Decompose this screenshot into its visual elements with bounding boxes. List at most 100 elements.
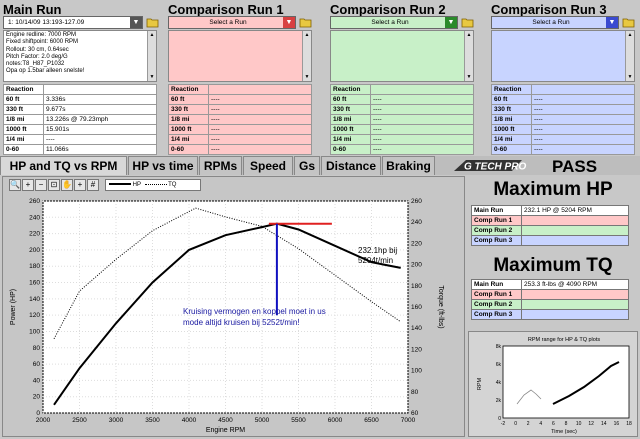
stats-label: 60 ft (3, 94, 44, 105)
mini-y-tick-label: 2k (496, 398, 502, 404)
notes-scrollbar[interactable]: ▲ ▼ (147, 31, 156, 81)
stats-value: 11.066s (43, 144, 157, 155)
stats-row: 1/4 mi ---- (330, 134, 474, 145)
note-annotation: Kruising vermogen en koppel moet in us (183, 307, 326, 316)
grid-icon[interactable]: # (87, 179, 99, 191)
hp-tq-chart-panel: 🔍 + − ⊡ ✋ + # HP TQ 2000 2500 3000 3500 4000 4500 50… (2, 176, 465, 437)
stats-value (208, 84, 312, 95)
chevron-down-icon[interactable]: ▼ (606, 17, 618, 28)
stats-row: 330 ft 9.677s (3, 104, 157, 115)
zoom-fit-icon[interactable]: ⊡ (48, 179, 60, 191)
tab-braking[interactable]: Braking (382, 156, 435, 175)
chevron-down-icon[interactable]: ▼ (445, 17, 457, 28)
result-row: Main Run 232.1 HP @ 5204 RPM (471, 205, 629, 216)
comparison-run-1-select[interactable]: Select a Run ▼ (168, 16, 296, 29)
hp-tq-chart[interactable]: 2000 2500 3000 3500 4000 4500 5000 5500 6000 6500… (3, 193, 464, 437)
result-value (521, 235, 629, 246)
x-tick-label: 5500 (291, 417, 306, 424)
tab-speed[interactable]: Speed (243, 156, 293, 175)
open-folder-icon[interactable] (461, 16, 475, 29)
mini-x-tick-label: -2 (501, 421, 506, 427)
y2-tick-label: 240 (411, 219, 422, 226)
x-tick-label: 4000 (182, 417, 197, 424)
stats-value: ---- (208, 144, 312, 155)
comparison-run-1-notes[interactable]: ▲ ▼ (168, 30, 312, 82)
tab-distance[interactable]: Distance (321, 156, 381, 175)
stats-row: 1/8 mi 13.226s @ 79.23mph (3, 114, 157, 125)
results-panel: Maximum HP Main Run 232.1 HP @ 5204 RPM Co… (468, 176, 640, 439)
tab-hp-and-tq-vs-rpm[interactable]: HP and TQ vs RPM (0, 156, 127, 175)
open-folder-icon[interactable] (299, 16, 313, 29)
stats-value: ---- (370, 124, 474, 135)
main-run-notes[interactable]: ▲ ▼ Engine redline: 7000 RPM Fixed shiftpo… (3, 30, 157, 82)
stats-row: 1/4 mi ---- (491, 134, 635, 145)
legend-tq-label: TQ (168, 182, 177, 188)
y-tick-label: 180 (29, 263, 40, 270)
comparison-run-3-notes[interactable]: ▲ ▼ (491, 30, 635, 82)
mini-selected-range (552, 361, 620, 405)
y-tick-label: 20 (33, 394, 41, 401)
stats-value: ---- (208, 94, 312, 105)
comparison-run-2-notes[interactable]: ▲ ▼ (330, 30, 474, 82)
stats-label: 60 ft (168, 94, 209, 105)
peak-annotation: 232.1hp bij (358, 246, 397, 255)
stats-value: ---- (208, 114, 312, 125)
zoom-icon[interactable]: 🔍 (9, 179, 21, 191)
chart-toolbar: 🔍 + − ⊡ ✋ + # HP TQ (9, 179, 201, 192)
rpm-range-chart[interactable]: RPM range for HP & TQ plots-2 0 2 4 6 8 10 12 14… (469, 332, 637, 436)
main-run-select[interactable]: 1: 10/14/09 13:193-127.09 ▼ (3, 16, 143, 29)
zoom-in-icon[interactable]: + (22, 179, 34, 191)
mini-x-tick-label: 12 (588, 421, 594, 427)
tab-hp-vs-time[interactable]: HP vs time (128, 156, 198, 175)
y2-tick-label: 200 (411, 262, 422, 269)
chevron-down-icon[interactable]: ▼ (283, 17, 295, 28)
stats-label: 1/4 mi (491, 134, 532, 145)
stats-value: ---- (531, 134, 635, 145)
notes-scrollbar[interactable]: ▲ ▼ (464, 31, 473, 81)
notes-scrollbar[interactable]: ▲ ▼ (302, 31, 311, 81)
mini-plot-area (502, 345, 630, 419)
comparison-run-select-value: Select a Run (532, 19, 570, 26)
result-row: Comp Run 1 (471, 215, 629, 226)
tab-gs[interactable]: Gs (294, 156, 320, 175)
stats-value: 13.226s @ 79.23mph (43, 114, 157, 125)
chevron-down-icon[interactable]: ▼ (130, 17, 142, 28)
comparison-run-1-panel: Comparison Run 1 Select a Run ▼ ▲ ▼ Reaction 6… (165, 0, 325, 156)
y-axis-label: Power (HP) (10, 289, 17, 325)
y2-tick-label: 160 (411, 304, 422, 311)
mini-x-tick-label: 10 (576, 421, 582, 427)
result-label: Comp Run 1 (471, 215, 522, 226)
x-tick-label: 3500 (145, 417, 160, 424)
stats-value: ---- (208, 124, 312, 135)
cursor-icon[interactable]: + (74, 179, 86, 191)
comparison-run-3-panel: Comparison Run 3 Select a Run ▼ ▲ ▼ Reaction 6… (488, 0, 640, 156)
open-folder-icon[interactable] (146, 16, 160, 29)
x-tick-label: 7000 (401, 417, 416, 424)
stats-value: ---- (531, 124, 635, 135)
stats-row: 60 ft ---- (330, 94, 474, 105)
notes-scrollbar[interactable]: ▲ ▼ (625, 31, 634, 81)
result-value (521, 215, 629, 226)
zoom-out-icon[interactable]: − (35, 179, 47, 191)
result-label: Main Run (471, 279, 522, 290)
tab-rpms[interactable]: RPMs (199, 156, 242, 175)
mini-y-tick-label: 8k (496, 344, 502, 350)
comparison-run-2-select[interactable]: Select a Run ▼ (330, 16, 458, 29)
y-tick-label: 60 (33, 361, 41, 368)
y-tick-label: 100 (29, 328, 40, 335)
open-folder-icon[interactable] (622, 16, 636, 29)
stats-label: 60 ft (330, 94, 371, 105)
result-row: Comp Run 3 (471, 309, 629, 320)
y2-tick-label: 180 (411, 283, 422, 290)
legend-tq-line (144, 183, 167, 185)
stats-row: 1000 ft 15.901s (3, 124, 157, 135)
stats-row: 1/8 mi ---- (168, 114, 312, 125)
y-tick-label: 200 (29, 247, 40, 254)
comparison-run-1-stats-table: Reaction 60 ft ---- 330 ft ---- 1/8 mi ---- 100… (168, 84, 312, 155)
pan-hand-icon[interactable]: ✋ (61, 179, 73, 191)
y-tick-label: 240 (29, 214, 40, 221)
x-tick-label: 6500 (364, 417, 379, 424)
comparison-run-3-select[interactable]: Select a Run ▼ (491, 16, 619, 29)
stats-label: 1000 ft (330, 124, 371, 135)
y-tick-label: 160 (29, 280, 40, 287)
